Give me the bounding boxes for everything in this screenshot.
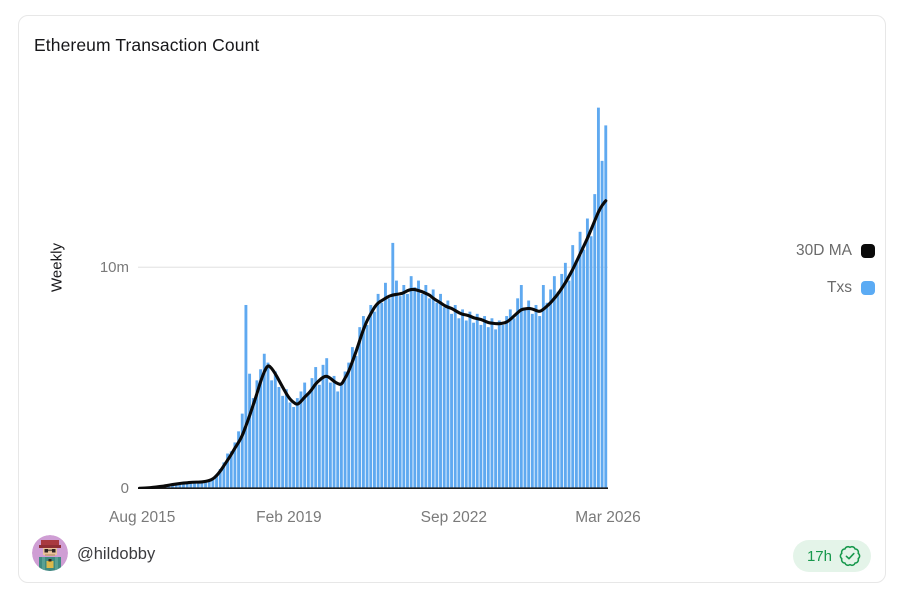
avatar-pixel-art: [32, 535, 68, 571]
plot-area[interactable]: [138, 101, 608, 489]
legend-label-txs: Txs: [827, 279, 852, 296]
legend-item-txs[interactable]: Txs: [827, 276, 875, 300]
legend-item-30d-ma[interactable]: 30D MA: [796, 239, 875, 263]
x-tick-aug-2015: Aug 2015: [109, 509, 176, 526]
chart-card: Ethereum Transaction Count Weekly 10m 0 …: [18, 15, 886, 583]
avatar[interactable]: [32, 535, 68, 571]
verified-seal-icon: [839, 545, 861, 567]
legend-swatch-30d-ma: [861, 244, 875, 258]
legend: 30D MA Txs: [796, 239, 875, 300]
chart-title: Ethereum Transaction Count: [34, 35, 260, 55]
freshness-badge[interactable]: 17h: [792, 540, 871, 572]
x-axis: Aug 2015 Feb 2019 Sep 2022 Mar 2026: [109, 509, 641, 529]
x-tick-mar-2026: Mar 2026: [575, 509, 641, 526]
x-tick-feb-2019: Feb 2019: [256, 509, 322, 526]
legend-label-30d-ma: 30D MA: [796, 242, 852, 259]
x-tick-sep-2022: Sep 2022: [420, 509, 488, 526]
legend-swatch-txs: [861, 281, 875, 295]
badge-age-text: 17h: [806, 547, 832, 565]
author-handle-link[interactable]: @hildobby: [77, 545, 156, 563]
card-footer: @hildobby 17h: [19, 522, 885, 582]
y-tick-10m: 10m: [99, 259, 129, 276]
y-tick-0: 0: [120, 480, 129, 497]
y-axis-label: Weekly: [48, 243, 66, 292]
